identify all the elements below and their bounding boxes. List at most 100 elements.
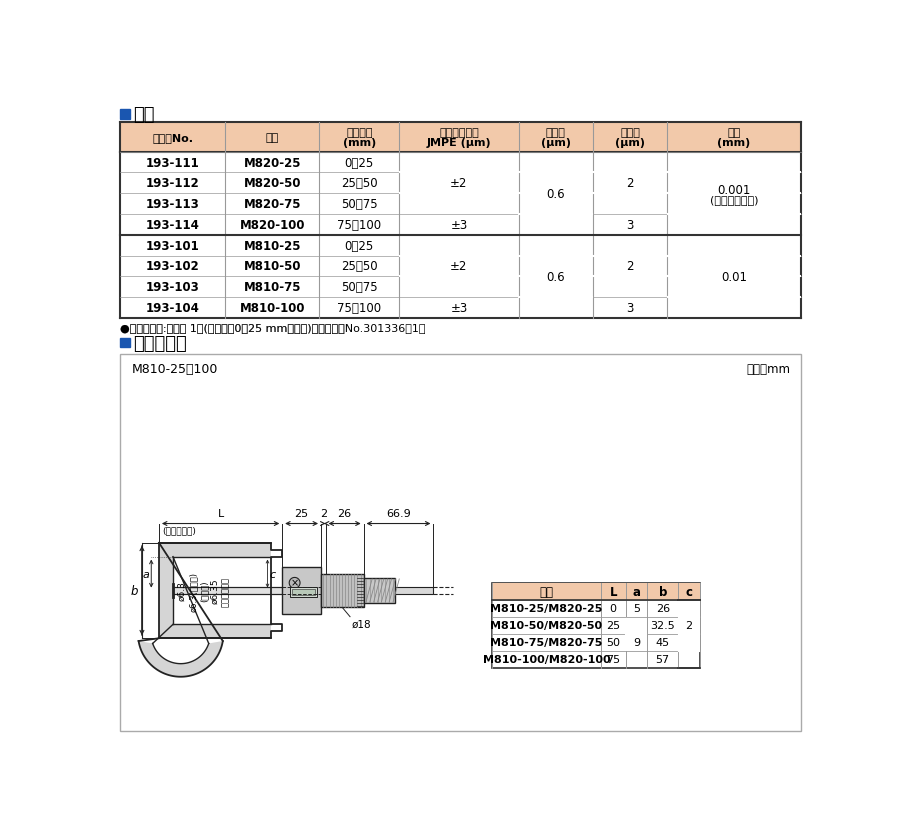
Text: 測定範囲: 測定範囲 xyxy=(346,128,373,138)
Text: M810-50: M810-50 xyxy=(243,260,301,273)
Text: 2: 2 xyxy=(626,177,634,190)
Text: M810-50/M820-50: M810-50/M820-50 xyxy=(491,620,603,630)
Text: 符号: 符号 xyxy=(539,585,554,598)
Text: 193-113: 193-113 xyxy=(146,198,200,211)
Text: 193-101: 193-101 xyxy=(146,239,200,253)
Text: 75〜100: 75〜100 xyxy=(338,219,382,232)
Text: ±2: ±2 xyxy=(450,177,468,190)
Polygon shape xyxy=(139,641,223,677)
Text: 193-102: 193-102 xyxy=(146,260,200,273)
Text: 50〜75: 50〜75 xyxy=(341,281,378,294)
Bar xyxy=(121,354,801,731)
Text: 9: 9 xyxy=(633,638,640,647)
Text: 66.9: 66.9 xyxy=(386,508,410,518)
Text: ø6.35: ø6.35 xyxy=(211,578,220,604)
Text: 193-114: 193-114 xyxy=(146,219,200,232)
Text: ●標準付属品:基準棒 1本(測定範囲0〜25 mmは除く)、スパナ（: ●標準付属品:基準棒 1本(測定範囲0〜25 mmは除く)、スパナ（ xyxy=(121,322,345,332)
Text: ø18: ø18 xyxy=(352,619,371,628)
Text: 2: 2 xyxy=(686,638,693,647)
Bar xyxy=(290,588,317,597)
Bar xyxy=(492,583,700,600)
Bar xyxy=(679,634,700,651)
Text: (最小測定長): (最小測定長) xyxy=(162,526,196,534)
Text: ±3: ±3 xyxy=(450,219,468,232)
Text: 8: 8 xyxy=(633,620,640,630)
Bar xyxy=(626,634,647,651)
Text: M820-75: M820-75 xyxy=(243,198,301,211)
Text: 25: 25 xyxy=(294,508,309,518)
Text: 2: 2 xyxy=(626,260,634,273)
Text: コードNo.: コードNo. xyxy=(152,132,194,142)
Text: 0〜25: 0〜25 xyxy=(345,156,374,169)
Text: JMPE (μm): JMPE (μm) xyxy=(427,138,491,148)
Text: ø6.3: ø6.3 xyxy=(178,581,187,601)
Text: 75: 75 xyxy=(606,654,620,664)
Bar xyxy=(394,587,434,595)
Text: 57: 57 xyxy=(656,654,670,664)
Text: 45: 45 xyxy=(656,638,670,647)
Text: 193-111: 193-111 xyxy=(146,156,200,169)
Text: 193-104: 193-104 xyxy=(146,301,200,315)
Text: M810-25: M810-25 xyxy=(243,239,301,253)
Text: 50: 50 xyxy=(607,638,620,647)
Text: 9: 9 xyxy=(633,638,640,647)
Text: 目量: 目量 xyxy=(727,128,741,138)
Text: M810-25〜100: M810-25〜100 xyxy=(132,363,218,375)
Bar xyxy=(159,624,272,638)
Text: (バーニヤ付き): (バーニヤ付き) xyxy=(710,195,759,205)
Text: ●標準付属品:基準棒 1本(測定範囲0〜25 mmは除く)、スパナ（No.301336）1個: ●標準付属品:基準棒 1本(測定範囲0〜25 mmは除く)、スパナ（No.301… xyxy=(121,322,426,332)
Bar xyxy=(626,617,647,634)
Text: M810-100: M810-100 xyxy=(239,301,305,315)
Text: b: b xyxy=(130,585,138,597)
Text: 25: 25 xyxy=(606,620,620,630)
Bar xyxy=(679,600,700,617)
Text: 0.6: 0.6 xyxy=(546,187,565,200)
Text: 75〜100: 75〜100 xyxy=(338,301,382,315)
Text: 26: 26 xyxy=(338,508,352,518)
Bar xyxy=(159,543,272,557)
Text: 50〜75: 50〜75 xyxy=(341,198,378,211)
Text: 3: 3 xyxy=(626,301,634,315)
Text: 5: 5 xyxy=(633,604,640,614)
Text: (μm): (μm) xyxy=(616,138,645,148)
Text: (μm): (μm) xyxy=(541,138,571,148)
Text: 仕様: 仕様 xyxy=(132,106,154,123)
Bar xyxy=(121,339,130,348)
Text: M810-25/M820-25: M810-25/M820-25 xyxy=(491,604,603,614)
Text: M820-50: M820-50 xyxy=(243,177,301,190)
Text: ●標準付属品:基準棒 1本(測定範囲0〜25 mmは除く)、スパナ（No.301336）1個: ●標準付属品:基準棒 1本(測定範囲0〜25 mmは除く)、スパナ（No.301… xyxy=(121,322,426,332)
Text: 平行度: 平行度 xyxy=(620,128,640,138)
Text: 25〜50: 25〜50 xyxy=(341,260,378,273)
Text: b: b xyxy=(659,585,667,598)
Text: c: c xyxy=(270,569,276,579)
Text: a: a xyxy=(142,569,148,579)
Bar xyxy=(321,574,364,608)
Bar xyxy=(283,568,321,614)
Text: 0.6: 0.6 xyxy=(546,271,565,283)
Bar xyxy=(679,617,700,634)
Text: 32.5: 32.5 xyxy=(651,620,675,630)
Text: 最大許容誤差: 最大許容誤差 xyxy=(439,128,479,138)
Text: ±2: ±2 xyxy=(450,260,468,273)
Bar xyxy=(121,152,801,319)
Text: L: L xyxy=(609,585,617,598)
Text: 0: 0 xyxy=(609,604,617,614)
Text: ×: × xyxy=(291,578,299,588)
Text: (mm): (mm) xyxy=(717,138,751,148)
Bar xyxy=(159,543,173,638)
Text: M820-25: M820-25 xyxy=(243,156,301,169)
Text: ±3: ±3 xyxy=(450,301,468,315)
Text: L: L xyxy=(218,508,224,518)
Text: 符号: 符号 xyxy=(266,132,279,142)
Text: 外観寸法図: 外観寸法図 xyxy=(132,335,186,352)
Bar xyxy=(121,110,130,119)
Text: 0.001: 0.001 xyxy=(717,184,751,196)
Text: M810-75: M810-75 xyxy=(243,281,301,294)
Text: 2: 2 xyxy=(320,508,327,518)
Text: 26: 26 xyxy=(656,604,670,614)
Polygon shape xyxy=(289,578,300,589)
Text: 2: 2 xyxy=(686,620,693,630)
Text: 3: 3 xyxy=(626,219,634,232)
Text: 25〜50: 25〜50 xyxy=(341,177,378,190)
Bar xyxy=(173,588,283,594)
